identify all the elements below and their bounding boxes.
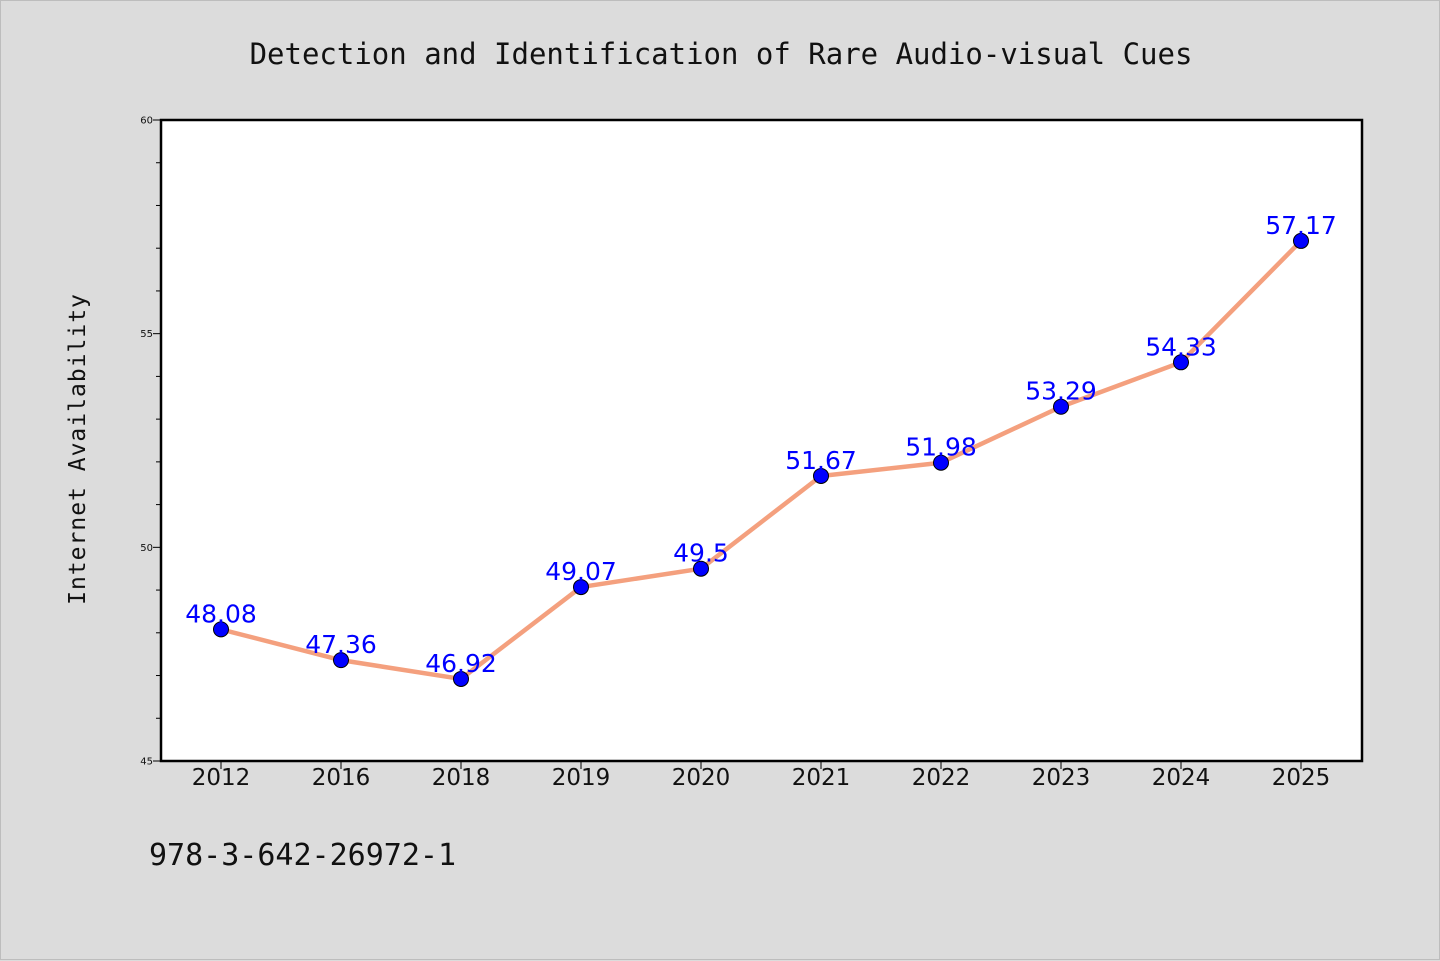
data-label: 54.33	[1145, 332, 1217, 361]
data-label: 49.5	[673, 539, 729, 568]
data-point	[1293, 232, 1309, 249]
y-tick-label: 45	[140, 757, 153, 768]
series-line-group	[218, 238, 1304, 682]
series-line	[218, 238, 1304, 682]
x-tick-label: 2025	[1272, 765, 1331, 791]
y-tick-label: 50	[140, 543, 153, 554]
x-tick-label: 2022	[912, 765, 971, 791]
data-label: 46.92	[425, 649, 497, 678]
data-point	[213, 621, 229, 638]
y-tick-label: 55	[140, 329, 153, 340]
x-tick-label: 2024	[1152, 765, 1211, 791]
data-label: 51.98	[905, 433, 977, 462]
y-axis: 45 50 55 60	[140, 116, 161, 768]
data-point	[933, 454, 949, 471]
chart-title: Detection and Identification of Rare Aud…	[250, 37, 1193, 71]
data-point	[573, 579, 589, 596]
data-point	[333, 652, 349, 669]
data-label: 57.17	[1265, 211, 1337, 240]
plot-area	[159, 118, 1364, 763]
data-markers	[213, 232, 1309, 687]
x-tick-label: 2021	[792, 765, 851, 791]
x-tick-label: 2020	[672, 765, 731, 791]
x-tick-label: 2018	[432, 765, 491, 791]
data-label: 47.36	[305, 630, 377, 659]
x-tick-label: 2019	[552, 765, 611, 791]
data-label: 53.29	[1025, 377, 1097, 406]
data-point	[693, 560, 709, 577]
data-label: 48.08	[185, 599, 257, 628]
x-tick-label: 2012	[192, 765, 251, 791]
isbn-text: 978-3-642-26972-1	[149, 838, 456, 873]
y-tick-label: 60	[140, 116, 153, 127]
y-axis-label: Internet Availability	[65, 293, 91, 605]
data-point	[1173, 354, 1189, 371]
data-point	[1053, 398, 1069, 415]
x-axis: 2012 2016 2018 2019 2020 2021 2022 2023 2024 2025	[192, 761, 1331, 791]
x-tick-label: 2023	[1032, 765, 1091, 791]
data-point	[453, 670, 469, 687]
x-tick-label: 2016	[312, 765, 371, 791]
data-point	[813, 467, 829, 484]
data-label: 51.67	[785, 446, 857, 475]
data-labels: 48.08 47.36 46.92 49.07 49.5 51.67 51.98 53.29 5…	[185, 211, 1337, 678]
data-label: 49.07	[545, 557, 617, 586]
